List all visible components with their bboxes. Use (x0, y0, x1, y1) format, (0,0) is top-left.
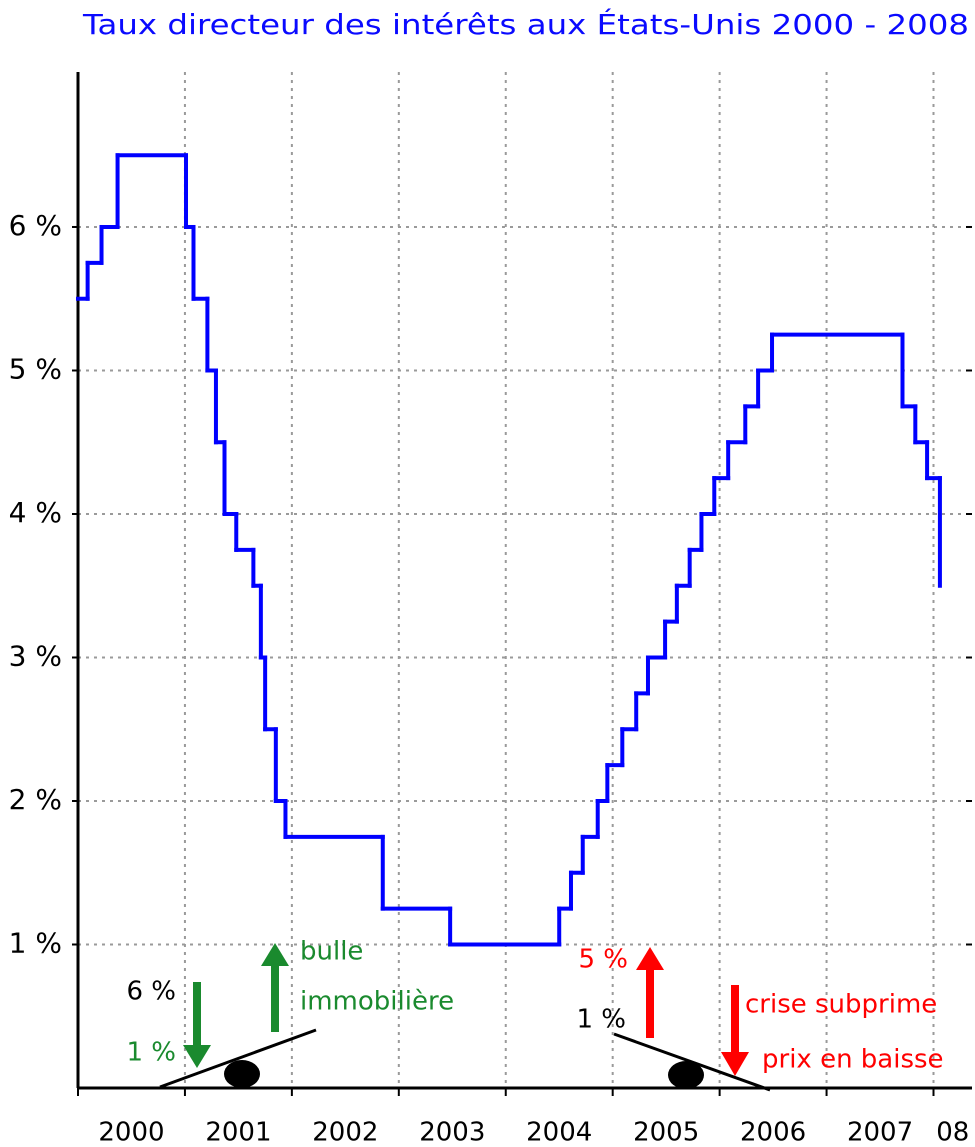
seesaw-fulcrum (224, 1060, 260, 1088)
y-tick-label: 5 % (9, 352, 62, 385)
annotation: 6 % (126, 977, 176, 1007)
arrow-head (183, 1045, 211, 1068)
arrow-shaft (271, 964, 279, 1032)
y-tick-label: 2 % (9, 783, 62, 816)
annotation: 1 % (576, 1005, 626, 1035)
arrow-shaft (646, 968, 654, 1038)
plot-area: 1 % 2 % 3 % 4 % 5 % 6 % 2000 2001 2002 2003 2004 20… (9, 72, 972, 1147)
arrow-head (636, 947, 664, 970)
annotation: 5 % (578, 945, 628, 975)
x-tick-label: 2004 (526, 1118, 592, 1147)
y-tick-label: 6 % (9, 209, 62, 242)
annotation: prix en baisse (762, 1045, 944, 1075)
y-tick-label: 1 % (9, 926, 62, 959)
y-tick-label: 3 % (9, 639, 62, 672)
x-tick-label: 08 (936, 1118, 969, 1147)
chart-title: Taux directeur des intérêts aux États-Un… (82, 7, 969, 41)
seesaw-left (159, 943, 317, 1089)
seesaw-fulcrum (668, 1061, 704, 1089)
arrow-shaft (193, 982, 201, 1046)
arrow-head (721, 1052, 749, 1076)
seesaw-beam (159, 1028, 317, 1089)
arrow-head (261, 943, 289, 966)
annotation: bulle (300, 937, 363, 967)
annotation: immobilière (300, 987, 454, 1017)
x-tick-label: 2006 (740, 1118, 806, 1147)
x-tick-label: 2007 (847, 1118, 913, 1147)
annotation: crise subprime (745, 990, 937, 1020)
x-tick-label: 2005 (633, 1118, 699, 1147)
x-tick-label: 2002 (312, 1118, 378, 1147)
x-tick-label: 2001 (205, 1118, 271, 1147)
seesaw-right (613, 947, 771, 1092)
y-tick-label: 4 % (9, 496, 62, 529)
arrow-shaft (731, 985, 739, 1053)
x-tick-label: 2003 (419, 1118, 485, 1147)
x-tick-label: 2000 (98, 1118, 164, 1147)
annotation: 1 % (126, 1038, 176, 1068)
